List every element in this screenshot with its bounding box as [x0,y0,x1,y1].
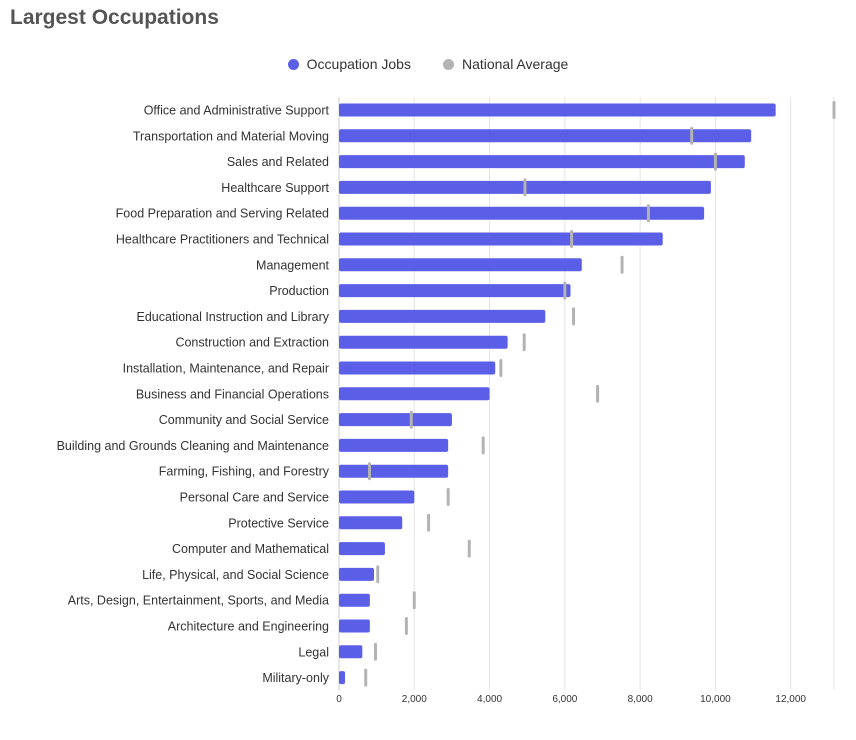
category-label: Legal [298,645,329,659]
category-label: Sales and Related [227,155,329,169]
legend-label-occupation-jobs: Occupation Jobs [306,56,411,72]
category-label: Healthcare Support [221,181,329,195]
category-label: Military-only [262,671,329,685]
occupation-jobs-bar[interactable] [339,567,375,581]
legend-item-occupation-jobs[interactable]: Occupation Jobs [287,56,411,72]
category-label: Production [269,284,329,298]
national-average-marker[interactable] [832,101,836,119]
category-label: Personal Care and Service [180,491,329,505]
occupation-jobs-bar[interactable] [339,464,449,478]
national-average-marker[interactable] [563,281,567,300]
category-label: Educational Instruction and Library [137,310,330,324]
national-average-marker[interactable] [427,513,431,532]
category-label: Installation, Maintenance, and Repair [123,362,329,376]
occupation-jobs-bar[interactable] [339,258,582,272]
national-average-marker[interactable] [596,384,600,403]
occupation-jobs-bar[interactable] [339,387,490,401]
occupation-jobs-bar[interactable] [339,284,571,298]
legend-label-national-average: National Average [461,56,569,72]
national-average-marker[interactable] [409,410,413,429]
occupation-jobs-bar[interactable] [339,671,346,685]
category-label: Computer and Mathematical [172,542,329,556]
occupation-jobs-bar[interactable] [339,309,546,323]
category-label: Management [256,258,329,272]
occupation-jobs-bar[interactable] [339,438,449,452]
national-average-marker[interactable] [467,539,471,558]
occupation-jobs-bar[interactable] [339,413,452,427]
occupation-jobs-bar[interactable] [339,232,663,246]
national-average-marker[interactable] [367,462,371,481]
occupation-jobs-bar[interactable] [339,206,705,220]
national-average-marker[interactable] [412,591,416,610]
occupation-jobs-bar[interactable] [339,490,415,504]
x-tick-label: 6,000 [552,694,577,705]
occupation-jobs-bar[interactable] [339,129,752,143]
x-tick-label: 8,000 [628,694,653,705]
category-label: Farming, Fishing, and Forestry [159,465,330,479]
national-average-marker[interactable] [690,126,694,145]
chart-title: Largest Occupations [10,6,219,29]
occupation-jobs-bar[interactable] [339,542,385,556]
legend-swatch-national-average [442,58,454,70]
category-label: Life, Physical, and Social Science [142,568,329,582]
x-tick-label: 4,000 [477,694,502,705]
chart-legend: Occupation Jobs National Average [0,56,856,72]
national-average-marker[interactable] [499,359,503,377]
category-label: Business and Financial Operations [136,387,329,401]
occupation-jobs-bar[interactable] [339,645,363,659]
national-average-marker[interactable] [481,436,485,455]
category-label: Protective Service [228,516,329,530]
legend-swatch-occupation-jobs [287,58,299,70]
national-average-marker[interactable] [376,565,380,584]
legend-item-national-average[interactable]: National Average [442,56,569,72]
national-average-marker[interactable] [523,178,527,197]
category-label: Healthcare Practitioners and Technical [116,233,329,247]
national-average-marker[interactable] [522,333,526,352]
x-tick-label: 0 [336,694,342,705]
occupation-jobs-bar[interactable] [339,155,745,169]
x-tick-label: 12,000 [775,694,806,705]
occupation-jobs-bar[interactable] [339,335,508,349]
occupation-jobs-bar[interactable] [339,593,370,607]
national-average-marker[interactable] [620,255,624,274]
category-label: Building and Grounds Cleaning and Mainte… [57,439,329,453]
national-average-marker[interactable] [364,668,368,687]
category-label: Construction and Extraction [175,336,329,350]
x-tick-label: 10,000 [700,694,731,705]
national-average-marker[interactable] [572,307,576,326]
occupation-jobs-bar[interactable] [339,516,403,530]
national-average-marker[interactable] [374,642,378,661]
national-average-marker[interactable] [713,152,717,171]
occupation-jobs-bar[interactable] [339,361,496,375]
category-label: Arts, Design, Entertainment, Sports, and… [68,594,329,608]
occupation-jobs-bar[interactable] [339,619,370,633]
occupation-jobs-bar[interactable] [339,103,776,117]
national-average-marker[interactable] [570,230,574,248]
category-label: Food Preparation and Serving Related [116,207,329,221]
national-average-marker[interactable] [646,204,650,223]
national-average-marker[interactable] [404,617,408,635]
category-label: Office and Administrative Support [144,104,330,118]
category-label: Architecture and Engineering [168,620,329,634]
national-average-marker[interactable] [446,488,450,506]
category-label: Transportation and Material Moving [133,129,329,143]
category-label: Community and Social Service [159,413,329,427]
x-tick-label: 2,000 [402,694,427,705]
